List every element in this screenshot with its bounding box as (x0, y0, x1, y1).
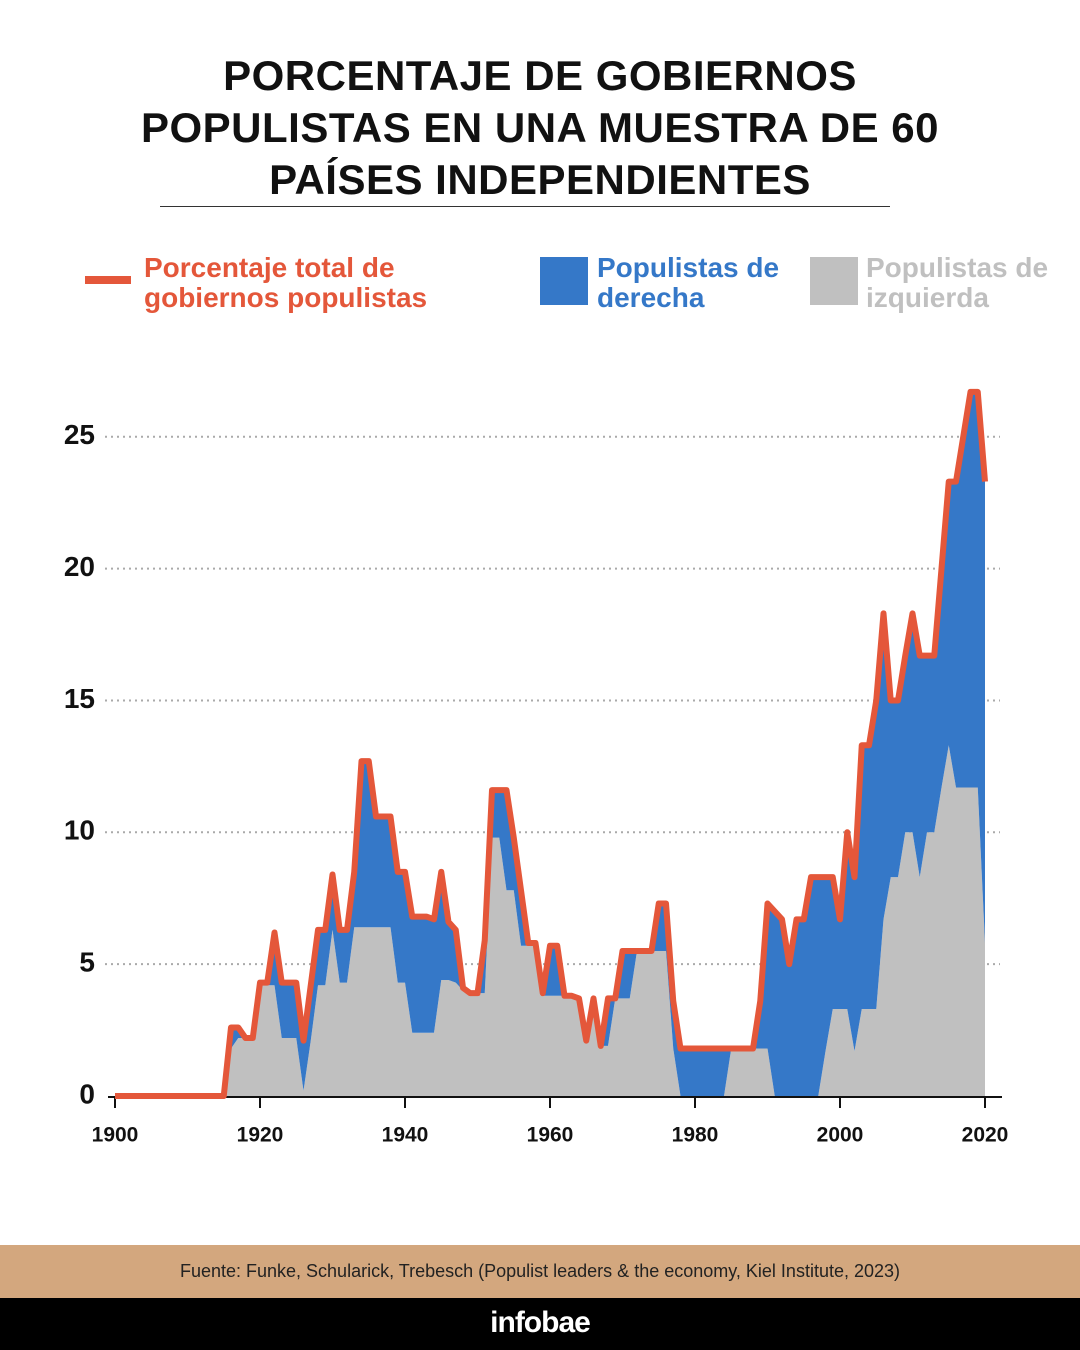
x-tick-label: 1940 (382, 1124, 429, 1147)
y-tick-label: 25 (64, 419, 95, 450)
x-tick-label: 1900 (92, 1124, 139, 1147)
legend-label: Porcentaje total de gobiernos populistas (144, 252, 428, 313)
legend-swatch (810, 257, 858, 305)
x-tick-label: 2020 (962, 1124, 1009, 1147)
legend-label: Populistas de derecha (597, 252, 780, 313)
x-tick-label: 1920 (237, 1124, 284, 1147)
legend-swatch (540, 257, 588, 305)
x-tick-label: 1980 (672, 1124, 719, 1147)
y-tick-label: 5 (79, 947, 95, 978)
y-tick-label: 0 (79, 1078, 95, 1109)
chart: 0 5 10 15 20 25 1900 1920 1940 1960 1980 2000 2020 (64, 388, 1009, 1147)
source: Fuente: Funke, Schularick, Trebesch (Pop… (0, 1245, 1080, 1298)
area (115, 391, 985, 1096)
y-tick-label: 20 (64, 551, 95, 582)
line (115, 388, 988, 1099)
title-rule (160, 206, 890, 207)
area (115, 745, 985, 1096)
legend-swatch (85, 276, 131, 284)
x-tick-label: 2000 (817, 1124, 864, 1147)
brand-logo: infobae (0, 1298, 1080, 1350)
y-tick-label: 15 (64, 683, 95, 714)
x-tick-label: 1960 (527, 1124, 574, 1147)
title: PORCENTAJE DE GOBIERNOS POPULISTAS EN UN… (140, 52, 940, 203)
legend-label: Populistas de izquierda (866, 252, 1049, 313)
y-tick-label: 10 (64, 815, 95, 846)
